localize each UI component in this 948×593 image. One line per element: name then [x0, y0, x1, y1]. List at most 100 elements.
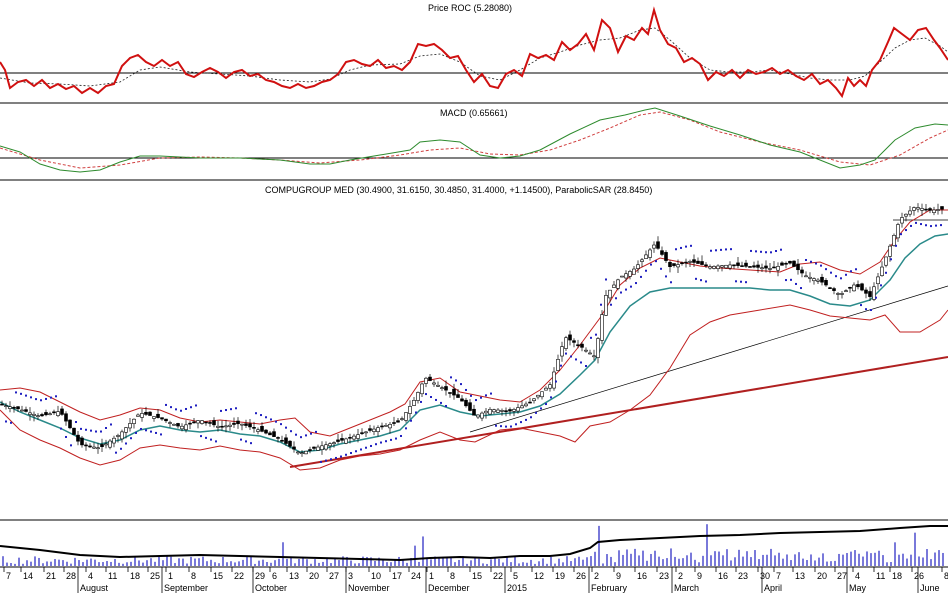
candle-body — [120, 431, 124, 440]
sar-dot — [675, 248, 677, 251]
sar-dot — [380, 441, 382, 444]
candle-body — [824, 280, 828, 286]
volume-bar — [614, 562, 616, 566]
sar-dot — [775, 250, 777, 253]
sar-dot — [760, 250, 762, 253]
volume-bar — [38, 557, 40, 566]
volume-bar — [642, 550, 644, 566]
sar-dot — [265, 416, 267, 419]
volume-bar — [154, 561, 156, 566]
candle-body — [280, 439, 284, 442]
candle-body — [192, 421, 196, 424]
candle-body — [740, 265, 744, 267]
volume-bar — [174, 563, 176, 566]
sar-dot — [220, 409, 222, 412]
volume-bar — [866, 551, 868, 566]
candle-body — [748, 266, 752, 268]
candle-body — [296, 451, 300, 454]
volume-bar — [410, 557, 412, 566]
candle-body — [20, 409, 24, 412]
sar-dot — [565, 352, 567, 355]
volume-bar — [662, 559, 664, 566]
volume-bar — [818, 557, 820, 566]
sar-dot — [695, 277, 697, 280]
candle-body — [228, 424, 232, 427]
candle-body — [160, 417, 164, 420]
volume-bar — [358, 563, 360, 566]
candle-body — [680, 262, 684, 265]
candle-body — [116, 435, 120, 437]
candle-body — [840, 293, 844, 295]
sar-dot — [590, 336, 592, 339]
volume-bar — [750, 557, 752, 566]
candle-body — [576, 344, 580, 347]
volume-bar — [694, 559, 696, 566]
sar-dot — [765, 251, 767, 254]
candle-body — [308, 449, 312, 451]
volume-bar — [146, 560, 148, 566]
volume-bar — [402, 559, 404, 566]
candle-body — [628, 271, 632, 277]
day-tick-label: 15 — [472, 571, 482, 581]
volume-bar — [122, 563, 124, 566]
sar-dot — [920, 223, 922, 226]
sar-dot — [560, 364, 562, 367]
sar-dot — [615, 297, 617, 300]
volume-bar — [514, 556, 516, 566]
sar-dot — [20, 392, 22, 395]
sar-dot — [320, 460, 322, 463]
volume-bar — [930, 559, 932, 566]
candle-body — [248, 423, 252, 428]
volume-bar — [142, 562, 144, 566]
sar-dot — [45, 397, 47, 400]
candle-body — [28, 412, 32, 415]
candle-body — [360, 432, 364, 434]
candle-body — [336, 439, 340, 442]
volume-bar — [362, 556, 364, 566]
volume-bar — [326, 558, 328, 566]
volume-bar — [130, 561, 132, 566]
volume-bar — [526, 562, 528, 566]
volume-bar — [826, 561, 828, 566]
candle-body — [916, 207, 920, 210]
volume-bar — [502, 562, 504, 566]
sar-dot — [685, 245, 687, 248]
candle-body — [508, 409, 512, 412]
day-tick-label: 4 — [855, 571, 860, 581]
volume-bar — [134, 556, 136, 566]
volume-bar — [242, 559, 244, 566]
candle-body — [756, 264, 760, 268]
sar-dot — [345, 453, 347, 456]
volume-bar — [590, 556, 592, 566]
volume-bar — [906, 558, 908, 566]
candle-body — [44, 412, 48, 416]
candle-body — [596, 338, 600, 358]
volume-bar — [510, 562, 512, 566]
sar-dot — [370, 444, 372, 447]
candle-body — [88, 445, 92, 448]
candle-body — [424, 377, 428, 384]
candle-body — [600, 314, 604, 341]
candle-body — [420, 383, 424, 395]
sar-dot — [250, 442, 252, 445]
candle-body — [672, 263, 676, 266]
volume-bar — [790, 560, 792, 566]
sar-dot — [375, 443, 377, 446]
candle-body — [92, 446, 96, 449]
sar-dot — [400, 434, 402, 437]
candle-body — [216, 425, 220, 428]
volume-bar — [74, 557, 76, 566]
sar-dot — [610, 303, 612, 306]
volume-bar — [170, 556, 172, 566]
sar-dot — [25, 394, 27, 397]
candle-body — [644, 254, 648, 259]
candle-body — [836, 293, 840, 295]
volume-bar — [310, 563, 312, 566]
sar-dot — [365, 446, 367, 449]
sar-dot — [495, 424, 497, 427]
candle-body — [772, 266, 776, 269]
candle-body — [208, 422, 212, 424]
sar-dot — [625, 288, 627, 291]
sar-dot — [485, 394, 487, 397]
